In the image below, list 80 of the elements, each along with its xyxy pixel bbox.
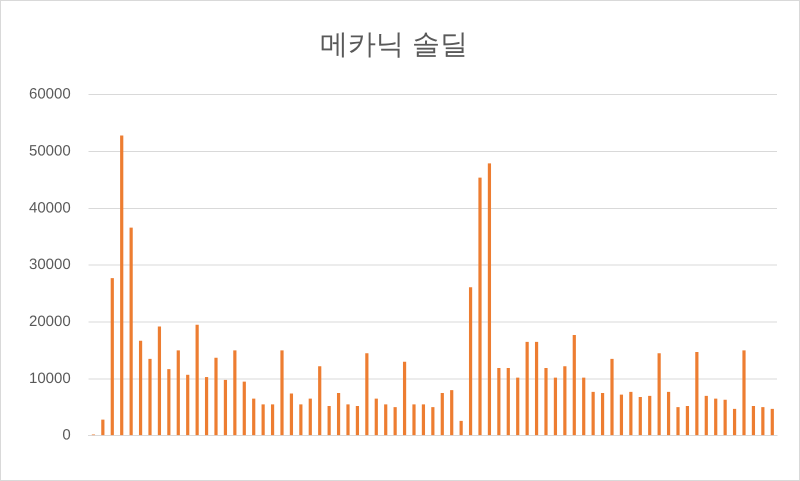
bar [365,353,368,436]
bar [214,358,218,436]
bar [120,136,124,436]
y-tick-label: 40000 [28,199,71,216]
bar [610,358,614,436]
bar [648,396,652,436]
bar [138,340,142,436]
bar [516,378,520,436]
bar [356,406,360,436]
bar [374,398,378,436]
y-tick-label: 20000 [28,313,71,330]
bar [280,350,284,436]
bar [148,358,152,436]
y-tick-label: 10000 [28,370,71,387]
bar [394,407,397,436]
bar [262,404,265,436]
y-tick-label: 0 [62,426,71,444]
bar [412,404,416,436]
bar [336,392,340,436]
bar [506,368,510,436]
bar [572,335,576,436]
bar [761,407,764,436]
bar [440,392,444,436]
bar [186,374,190,436]
bar [695,352,698,436]
bar [497,368,500,436]
bar [308,398,312,436]
bar [167,369,170,436]
bar [224,380,228,436]
bar [600,392,604,436]
bar [742,350,746,436]
bar [752,406,756,436]
bar [582,378,586,436]
bar [620,394,624,436]
bar [460,420,463,436]
bar [770,408,774,436]
bar [242,382,246,436]
bar [196,324,199,436]
bar [346,404,350,436]
bar [714,398,718,436]
bar [554,378,558,436]
bar [233,350,236,436]
bar [158,326,162,436]
bar [724,400,727,436]
bar [130,228,133,436]
bar [488,163,492,436]
bar [563,366,566,436]
bar [732,408,736,436]
bar [704,396,708,436]
bar [252,398,256,436]
bar [110,278,114,436]
bar [176,350,180,436]
bar [384,404,388,436]
bar [638,396,642,436]
bar [101,420,104,436]
y-tick-label: 50000 [28,142,71,160]
y-tick-label: 30000 [28,256,71,274]
bar [328,406,331,436]
bar [686,406,690,436]
bar [629,392,632,436]
bar [468,287,472,436]
bar [676,407,680,436]
bar [450,390,454,436]
bar [534,342,538,436]
bar [318,366,322,436]
bar [299,404,302,436]
bar [270,404,274,436]
bar [204,377,208,436]
bar [422,404,426,436]
chart-title: 메카닉 솔딜 [320,28,468,60]
bar [478,178,482,436]
bar [431,407,434,436]
bar [658,353,661,436]
bar [402,362,406,436]
bar [290,394,294,436]
bar [592,392,595,436]
bar [666,392,670,436]
bar [526,342,529,436]
y-tick-label: 60000 [28,86,71,103]
bar [544,368,548,436]
